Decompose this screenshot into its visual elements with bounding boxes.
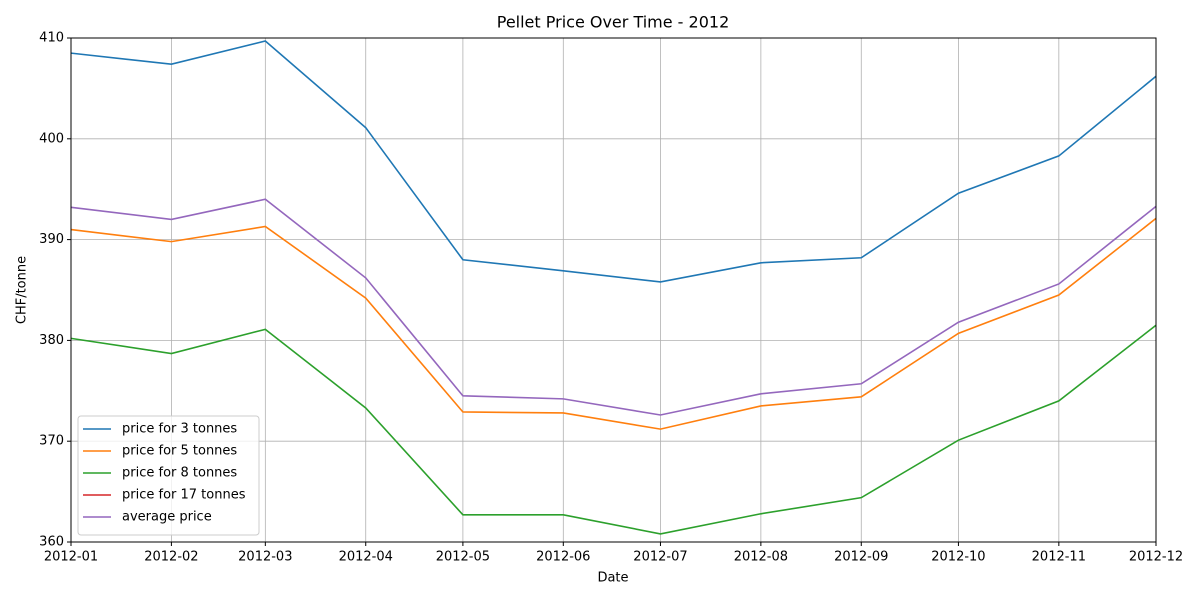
x-axis-label: Date [597,571,628,586]
series-line [70,40,1157,283]
x-tick-label: 2012-01 [44,550,98,565]
legend-box [77,415,260,536]
legend-label: price for 17 tonnes [122,488,246,503]
series-line [70,324,1157,535]
legend-label: average price [122,510,212,525]
series-line [70,198,1157,416]
y-axis-label: CHF/tonne [15,256,30,324]
plot-frame [70,37,1157,543]
y-tick-label: 400 [39,131,64,146]
legend-label: price for 3 tonnes [122,422,237,437]
x-tick-label: 2012-02 [144,550,198,565]
legend-label: price for 8 tonnes [122,466,237,481]
legend: price for 3 tonnes price for 5 tonnes pric… [77,415,260,536]
x-tick-label: 2012-07 [633,550,687,565]
x-tick-label: 2012-12 [1129,550,1183,565]
chart-title: Pellet Price Over Time - 2012 [497,13,730,32]
y-tick-label: 410 [39,31,64,46]
x-tick-label: 2012-04 [339,550,393,565]
y-tick-label: 380 [39,333,64,348]
y-tick-label: 390 [39,232,64,247]
x-tick-label: 2012-06 [536,550,590,565]
x-tick-label: 2012-10 [931,550,985,565]
x-tick-label: 2012-11 [1032,550,1086,565]
y-tick-label: 370 [39,434,64,449]
legend-label: price for 5 tonnes [122,444,237,459]
x-tick-label: 2012-09 [834,550,888,565]
x-tick-label: 2012-03 [238,550,292,565]
x-tick-label: 2012-08 [734,550,788,565]
series-line [70,217,1157,430]
y-tick-label: 360 [39,535,64,550]
x-tick-label: 2012-05 [436,550,490,565]
